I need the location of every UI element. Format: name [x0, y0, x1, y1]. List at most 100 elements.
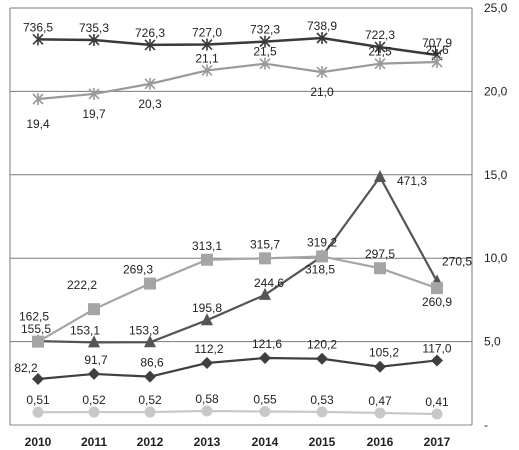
- data-point: [144, 277, 156, 290]
- data-label: 297,5: [365, 247, 395, 261]
- data-point: [259, 406, 271, 418]
- data-point: [88, 406, 100, 418]
- data-point: [316, 250, 328, 263]
- data-point: [144, 335, 156, 348]
- data-point: [32, 406, 44, 418]
- data-label: 21,0: [310, 85, 334, 99]
- data-label: 0,58: [195, 392, 219, 406]
- series-lines: [37, 36, 438, 416]
- data-label: 0,47: [368, 394, 392, 408]
- data-label: 0,41: [425, 395, 449, 409]
- data-label: 0,51: [26, 393, 50, 407]
- data-point: [201, 38, 213, 51]
- data-point: [316, 32, 328, 44]
- data-point: [32, 373, 44, 385]
- x-tick-label: 2011: [81, 435, 107, 449]
- data-point: [431, 282, 443, 295]
- data-point: [374, 262, 386, 275]
- data-label: 244,6: [254, 276, 284, 290]
- data-point: [32, 335, 44, 348]
- data-label: 260,9: [422, 295, 452, 309]
- data-label: 86,6: [140, 356, 164, 370]
- y-tick-label: -: [484, 418, 488, 432]
- data-label: 735,3: [79, 21, 109, 35]
- data-label: 471,3: [397, 174, 427, 188]
- data-point: [88, 303, 100, 316]
- x-tick-label: 2014: [252, 435, 279, 449]
- data-point: [316, 352, 328, 365]
- x-tick-label: 2013: [194, 435, 221, 449]
- x-axis: 2010 2011 2012 2013 2014 2015 2016 2017: [25, 435, 451, 449]
- data-point: [374, 41, 386, 54]
- right-y-axis: 25,0 20,0 15,0 10,0 5,0 -: [484, 1, 508, 432]
- data-label: 21,1: [195, 51, 219, 65]
- data-label: 736,5: [23, 20, 53, 34]
- data-label: 315,7: [250, 237, 280, 251]
- data-label: 91,7: [84, 353, 108, 367]
- data-label: 120,2: [307, 338, 337, 352]
- data-label: 153,3: [129, 323, 159, 337]
- y-tick-label: 10,0: [484, 251, 508, 265]
- series-line: [37, 409, 438, 416]
- data-label: 19,7: [82, 107, 106, 121]
- data-label: 738,9: [307, 19, 337, 33]
- data-label: 82,2: [14, 361, 38, 375]
- data-point: [374, 57, 386, 70]
- data-label: 270,5: [442, 254, 472, 268]
- data-point: [144, 370, 156, 383]
- data-label: 112,2: [194, 342, 223, 356]
- data-point: [259, 352, 271, 364]
- data-label: 121,6: [252, 337, 282, 351]
- data-label: 0,52: [138, 393, 162, 407]
- y-tick-label: 20,0: [484, 84, 508, 98]
- data-label: 269,3: [123, 263, 153, 277]
- data-label: 21,5: [368, 45, 392, 59]
- y-tick-label: 15,0: [484, 168, 508, 182]
- data-point: [374, 170, 386, 182]
- data-point: [316, 406, 328, 418]
- data-label: 21,6: [425, 43, 449, 57]
- data-label: 195,8: [192, 301, 222, 315]
- data-point: [431, 56, 443, 68]
- data-point: [32, 33, 44, 46]
- series-line: [37, 60, 438, 101]
- data-point: [259, 35, 271, 48]
- data-point: [88, 367, 100, 380]
- data-point: [201, 64, 213, 77]
- data-point: [144, 38, 156, 51]
- data-point: [201, 405, 213, 417]
- data-point: [201, 313, 213, 326]
- x-tick-label: 2015: [309, 435, 336, 449]
- data-point: [431, 354, 443, 367]
- data-label: 19,4: [26, 117, 50, 131]
- series-line: [37, 36, 438, 57]
- data-label: 105,2: [369, 346, 399, 360]
- data-point: [88, 33, 100, 46]
- data-label: 722,3: [365, 28, 395, 42]
- data-point: [259, 252, 271, 265]
- series-line: [37, 255, 438, 343]
- data-label: 162,5: [19, 310, 49, 324]
- data-label: 0,52: [82, 393, 106, 407]
- series-line: [37, 174, 438, 344]
- data-point: [259, 287, 271, 300]
- data-point: [259, 57, 271, 70]
- series-line: [37, 356, 438, 381]
- data-label: 732,3: [250, 23, 280, 37]
- data-point: [88, 335, 100, 348]
- data-point: [32, 93, 44, 105]
- data-labels: 736,5 735,3 726,3 727,0 732,3 738,9 722,3 707,9…: [14, 19, 472, 409]
- data-label: 117,0: [422, 341, 451, 355]
- data-label: 20,3: [138, 97, 162, 111]
- data-label: 21,5: [253, 45, 277, 59]
- data-label: 222,2: [67, 278, 97, 292]
- data-point: [431, 408, 443, 420]
- x-tick-label: 2016: [367, 435, 394, 449]
- data-label: 707,9: [422, 36, 452, 50]
- y-tick-label: 5,0: [484, 335, 501, 349]
- data-label: 319,2: [307, 235, 337, 249]
- data-label: 726,3: [135, 26, 165, 40]
- x-tick-label: 2012: [137, 435, 164, 449]
- data-point: [144, 77, 156, 90]
